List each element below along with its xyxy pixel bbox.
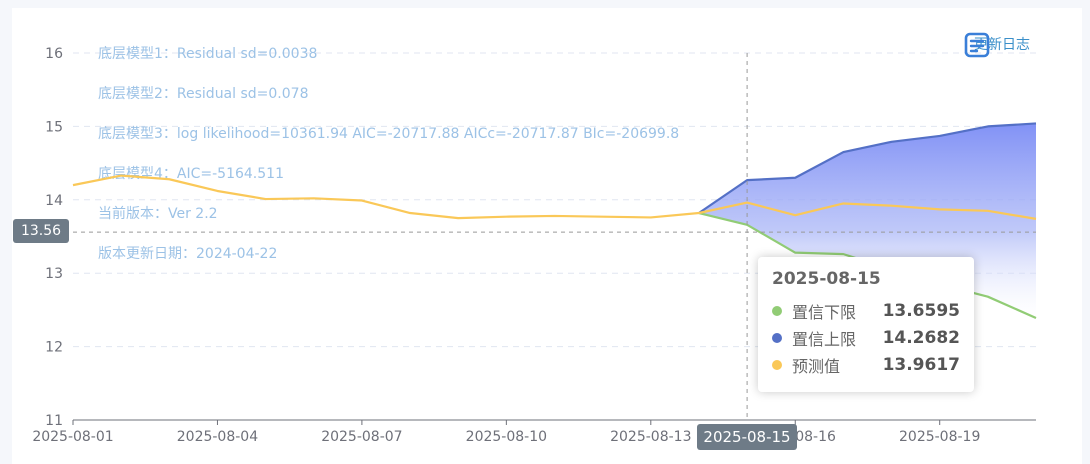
tooltip-row-forecast: 预测值 13.9617 <box>772 351 960 378</box>
model-annotation: 底层模型4：AIC=-5164.511 <box>98 166 284 182</box>
tooltip-series-name: 预测值 <box>792 356 841 376</box>
model-annotation: 底层模型1：Residual sd=0.0038 <box>98 46 317 62</box>
x-tick-label: 2025-08-07 <box>321 429 402 445</box>
x-axis-pointer-label: 2025-08-15 <box>697 424 797 450</box>
document-list-icon <box>964 32 990 58</box>
x-tick-label: 2025-08-13 <box>610 429 691 445</box>
tooltip-row-upper: 置信上限 14.2682 <box>772 324 960 351</box>
y-tick-label: 15 <box>45 119 63 135</box>
series-marker-dot <box>772 359 782 370</box>
x-tick-label: 2025-08-19 <box>899 429 980 445</box>
tooltip-series-name: 置信下限 <box>792 302 857 322</box>
series-line-forecast <box>72 174 1037 220</box>
y-tick-label: 12 <box>45 340 63 356</box>
model-annotation: 底层模型2：Residual sd=0.078 <box>98 86 308 102</box>
tooltip-title: 2025-08-15 <box>772 269 881 289</box>
model-annotation: 当前版本：Ver 2.2 <box>98 205 218 222</box>
model-annotation: 版本更新日期：2024-04-22 <box>98 246 277 262</box>
y-axis-pointer-label: 13.56 <box>13 219 69 243</box>
tooltip-row-lower: 置信下限 13.6595 <box>772 297 960 324</box>
chart-panel: 底层模型1：Residual sd=0.0038 底层模型2：Residual s… <box>12 8 1082 464</box>
forecast-chart[interactable]: 底层模型1：Residual sd=0.0038 底层模型2：Residual s… <box>12 8 1082 464</box>
tooltip: 2025-08-15 置信下限 13.6595 置信上限 14.2682 预测值… <box>758 257 974 392</box>
y-tick-label: 11 <box>45 413 63 429</box>
series-marker-dot <box>772 305 782 316</box>
crosshair <box>73 53 1036 420</box>
model-annotation: 底层模型3：log likelihood=10361.94 AIC=-20717… <box>98 126 679 142</box>
x-tick-label: 2025-08-10 <box>466 429 547 445</box>
tooltip-series-value: 14.2682 <box>882 327 960 348</box>
tooltip-series-name: 置信上限 <box>792 329 857 349</box>
y-tick-label: 13 <box>45 266 63 282</box>
series-line-upper-bound <box>698 122 1037 214</box>
model-annotations: 底层模型1：Residual sd=0.0038 底层模型2：Residual s… <box>98 46 679 262</box>
x-tick-label: 2025-08-01 <box>32 429 113 445</box>
changelog-button[interactable]: 更新日志 <box>964 32 1040 58</box>
tooltip-series-value: 13.6595 <box>882 300 960 321</box>
tooltip-series-value: 13.9617 <box>882 354 960 375</box>
x-tick-label: 2025-08-04 <box>177 429 258 445</box>
y-tick-label: 16 <box>45 46 63 62</box>
y-tick-label: 14 <box>45 193 63 209</box>
series-marker-dot <box>772 332 782 343</box>
